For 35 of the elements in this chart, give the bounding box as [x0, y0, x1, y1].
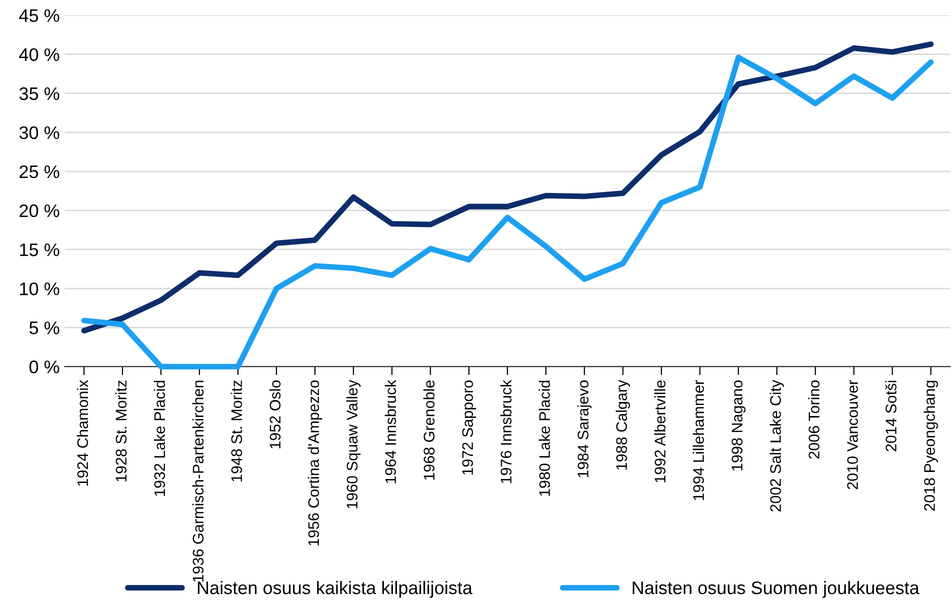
x-tick-label: 1984 Sarajevo	[577, 380, 592, 478]
x-tick-label: 1952 Oslo	[269, 380, 281, 448]
x-tick-label: 1948 St. Moritz	[230, 380, 242, 482]
x-tick-label: 1928 St. Moritz	[115, 380, 127, 482]
x-tick-label: 1992 Albertville	[654, 380, 666, 482]
x-tick-label: 1994 Lillehammer	[692, 380, 704, 500]
y-tick-label: 20 %	[20, 204, 60, 218]
x-tick-label: 1980 Lake Placid	[538, 380, 550, 496]
y-tick-label: 0 %	[29, 360, 60, 374]
legend-label: Naisten osuus kaikista kilpailijoista	[198, 580, 472, 598]
x-tick-label: 1988 Calgary	[616, 380, 630, 470]
x-tick-label: 2010 Vancouver	[847, 380, 858, 490]
y-tick-label: 45 %	[19, 9, 60, 22]
x-tick-label: 1932 Lake Placid	[154, 380, 166, 496]
x-tick-label: 1936 Garmisch-Partenkirchen	[192, 380, 204, 582]
x-tick-label: 1956 Cortina d'Ampezzo	[308, 380, 322, 546]
x-tick-label: 2006 Torino	[808, 380, 820, 459]
y-tick-label: 15 %	[20, 244, 60, 256]
x-tick-label: 1976 Innsbruck	[500, 380, 512, 484]
y-tick-label: 30 %	[19, 126, 60, 140]
x-tick-label: 1924 Chamonix	[76, 380, 88, 486]
x-tick-label: 2014 Sotši	[885, 380, 896, 452]
x-tick-label: 1998 Nagano	[732, 380, 746, 470]
y-tick-label: 35 %	[19, 87, 60, 100]
x-tick-label: 1964 Innsbruck	[384, 380, 396, 484]
y-tick-label: 40 %	[19, 48, 60, 62]
y-tick-label: 10 %	[20, 282, 60, 296]
legend-label: Naisten osuus Suomen joukkueesta	[632, 580, 920, 598]
y-tick-label: 25 %	[20, 165, 60, 178]
x-tick-label: 2002 Salt Lake City	[770, 380, 784, 512]
x-tick-label: 2018 Pyeongchang	[924, 380, 938, 511]
x-tick-label: 1960 Squaw Valley	[346, 380, 361, 508]
y-tick-label: 5 %	[29, 322, 60, 334]
x-tick-label: 1968 Grenoble	[423, 380, 435, 480]
x-tick-label: 1972 Sapporo	[462, 380, 476, 475]
